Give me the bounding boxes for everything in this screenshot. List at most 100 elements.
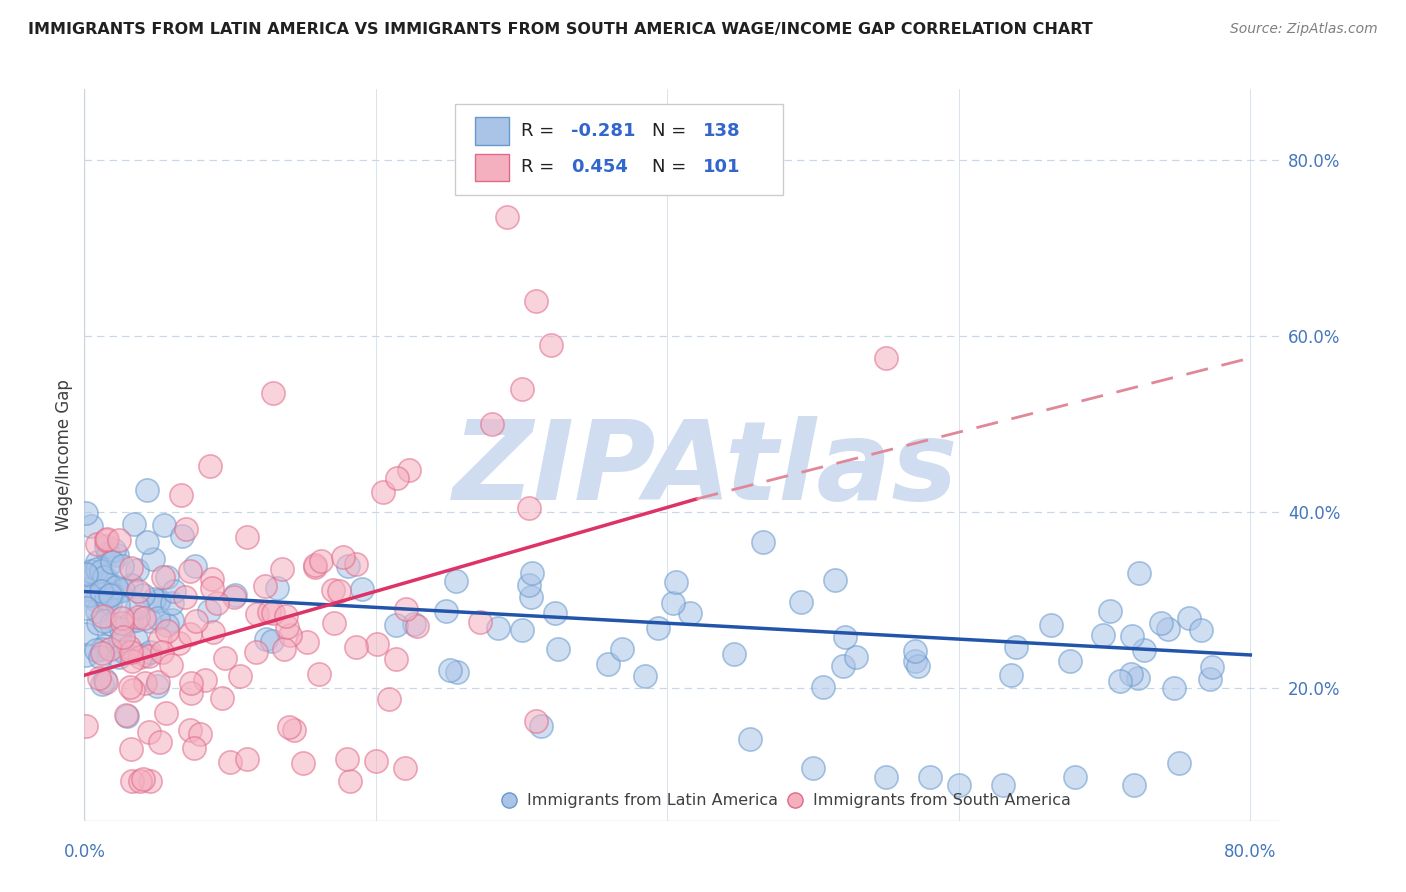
Point	[76, 582, 98, 596]
Text: Immigrants from Latin America: Immigrants from Latin America	[527, 793, 778, 807]
Point	[1040, 617, 1063, 632]
Point	[297, 635, 319, 649]
Point	[918, 770, 941, 784]
Text: 80.0%: 80.0%	[1225, 843, 1277, 861]
Point	[75, 567, 97, 582]
Point	[84, 643, 107, 657]
Point	[127, 599, 149, 614]
Point	[77, 588, 100, 602]
Point	[103, 543, 125, 558]
Point	[183, 740, 205, 755]
Point	[75, 506, 97, 520]
Point	[152, 570, 174, 584]
Point	[336, 559, 359, 574]
FancyBboxPatch shape	[456, 103, 783, 195]
Text: -0.281: -0.281	[571, 122, 636, 140]
Point	[1000, 668, 1022, 682]
Point	[101, 555, 124, 569]
Point	[156, 624, 179, 639]
Point	[1199, 672, 1222, 686]
Point	[1168, 756, 1191, 770]
Point	[111, 611, 134, 625]
Point	[1098, 604, 1121, 618]
Point	[385, 651, 408, 665]
Point	[110, 622, 132, 636]
Point	[439, 663, 461, 677]
Point	[121, 683, 143, 698]
Point	[121, 654, 143, 668]
Point	[679, 606, 702, 620]
Point	[661, 596, 683, 610]
Point	[647, 621, 669, 635]
Point	[350, 582, 373, 597]
Point	[89, 649, 111, 664]
Point	[344, 640, 367, 655]
Point	[278, 720, 301, 734]
Text: ZIPAtlas: ZIPAtlas	[453, 416, 959, 523]
Point	[120, 578, 142, 592]
Point	[276, 620, 298, 634]
Point	[149, 735, 172, 749]
Point	[1163, 681, 1185, 695]
Point	[96, 539, 118, 553]
Point	[544, 607, 567, 621]
Point	[160, 613, 183, 627]
Text: 0.454: 0.454	[571, 159, 627, 177]
Point	[111, 583, 134, 598]
Point	[173, 591, 195, 605]
Point	[198, 459, 221, 474]
Point	[111, 644, 134, 658]
Point	[834, 630, 856, 644]
Text: N =: N =	[652, 159, 692, 177]
Point	[236, 530, 259, 544]
Point	[510, 382, 533, 396]
Point	[111, 559, 134, 574]
Point	[205, 596, 228, 610]
Point	[194, 673, 217, 688]
Point	[75, 568, 97, 582]
Point	[80, 519, 103, 533]
Point	[366, 637, 388, 651]
Point	[93, 569, 115, 583]
Point	[163, 583, 186, 598]
Point	[100, 587, 122, 601]
Point	[90, 564, 112, 578]
Point	[740, 731, 762, 746]
Point	[496, 210, 519, 224]
Point	[139, 614, 162, 628]
Point	[153, 518, 176, 533]
Point	[86, 537, 108, 551]
Point	[146, 674, 169, 689]
FancyBboxPatch shape	[475, 117, 509, 145]
Point	[1189, 623, 1212, 637]
Text: N =: N =	[652, 122, 692, 140]
Point	[283, 723, 305, 738]
Point	[510, 623, 533, 637]
Point	[108, 633, 131, 648]
Point	[136, 535, 159, 549]
Point	[125, 632, 148, 646]
Point	[790, 595, 813, 609]
Y-axis label: Wage/Income Gap: Wage/Income Gap	[55, 379, 73, 531]
Point	[322, 582, 344, 597]
Point	[136, 483, 159, 498]
Point	[132, 772, 155, 786]
Point	[270, 562, 292, 576]
Point	[520, 590, 543, 604]
Point	[138, 648, 160, 663]
Point	[108, 583, 131, 598]
Point	[118, 680, 141, 694]
Point	[98, 596, 121, 610]
Point	[540, 338, 562, 352]
Point	[105, 548, 128, 562]
Point	[1005, 640, 1028, 654]
Point	[214, 651, 236, 665]
Point	[134, 675, 156, 690]
Point	[1178, 611, 1201, 625]
Text: Source: ZipAtlas.com: Source: ZipAtlas.com	[1230, 22, 1378, 37]
Point	[395, 601, 418, 615]
Point	[162, 596, 184, 610]
Text: Immigrants from South America: Immigrants from South America	[814, 793, 1071, 807]
Point	[665, 574, 688, 589]
Point	[1126, 671, 1149, 685]
